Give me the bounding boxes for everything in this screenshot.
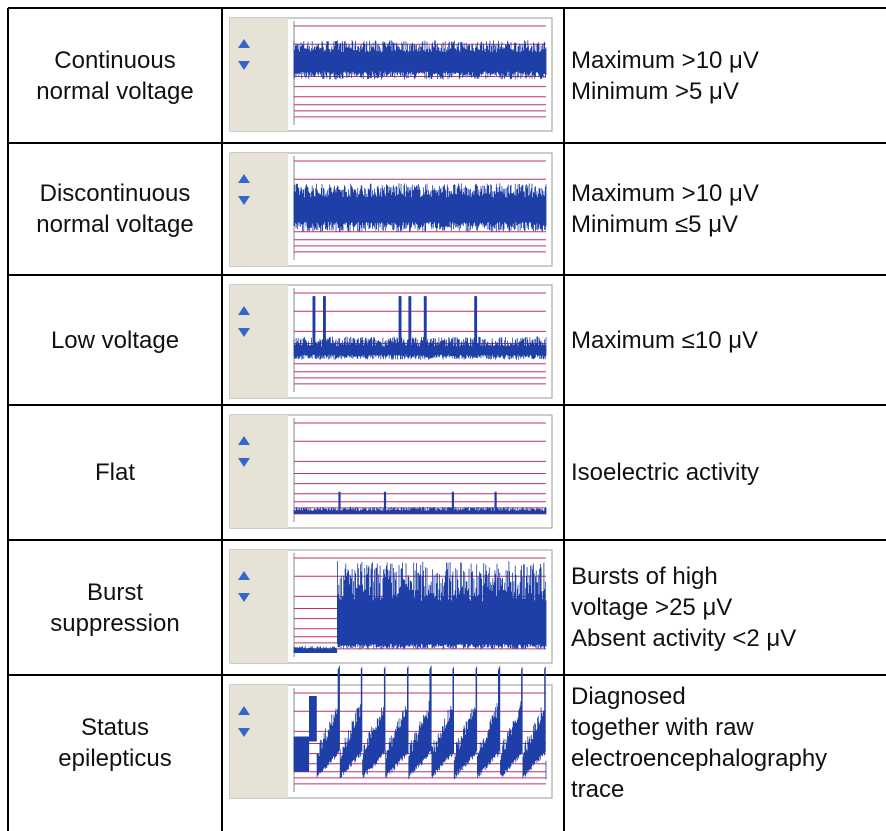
aeeg-trace — [230, 415, 552, 528]
label-line: Continuous — [54, 45, 175, 76]
criteria-line: Minimum ≤5 μV — [571, 209, 738, 240]
label-cell: Flat — [10, 405, 220, 540]
trace-side-panel — [230, 685, 288, 798]
label-line: Flat — [95, 457, 135, 488]
trace-side-panel — [230, 550, 288, 663]
criteria-cell: Maximum ≤10 μV — [571, 275, 886, 405]
criteria-line: voltage >25 μV — [571, 592, 732, 623]
criteria-line: Minimum >5 μV — [571, 76, 739, 107]
trace-side-panel — [230, 18, 288, 131]
aeeg-trace — [230, 550, 552, 663]
aeeg-trace — [230, 285, 552, 398]
label-cell: Low voltage — [10, 275, 220, 405]
criteria-cell: Isoelectric activity — [571, 405, 886, 540]
label-line: Burst — [87, 577, 143, 608]
criteria-line: Maximum >10 μV — [571, 178, 759, 209]
aeeg-trace — [230, 153, 552, 266]
criteria-line: Absent activity <2 μV — [571, 623, 796, 654]
criteria-line: Maximum ≤10 μV — [571, 325, 758, 356]
criteria-line: Diagnosed — [571, 681, 686, 712]
criteria-line: together with raw — [571, 712, 754, 743]
aeeg-trace — [230, 18, 552, 131]
label-line: epilepticus — [58, 743, 171, 774]
label-line: Status — [81, 712, 149, 743]
criteria-line: Maximum >10 μV — [571, 45, 759, 76]
label-line: normal voltage — [36, 76, 193, 107]
trace-side-panel — [230, 285, 288, 398]
page: {"table": {"rows": [ {"label": ["Continu… — [0, 0, 886, 831]
label-line: suppression — [50, 608, 179, 639]
criteria-line: Isoelectric activity — [571, 457, 759, 488]
label-line: Low voltage — [51, 325, 179, 356]
aeeg-trace — [230, 666, 552, 798]
label-line: normal voltage — [36, 209, 193, 240]
label-line: Discontinuous — [40, 178, 191, 209]
trace-side-panel — [230, 153, 288, 266]
trace-side-panel — [230, 415, 288, 528]
criteria-line: electroencephalography — [571, 743, 827, 774]
criteria-line: trace — [571, 774, 624, 805]
criteria-line: Bursts of high — [571, 561, 718, 592]
